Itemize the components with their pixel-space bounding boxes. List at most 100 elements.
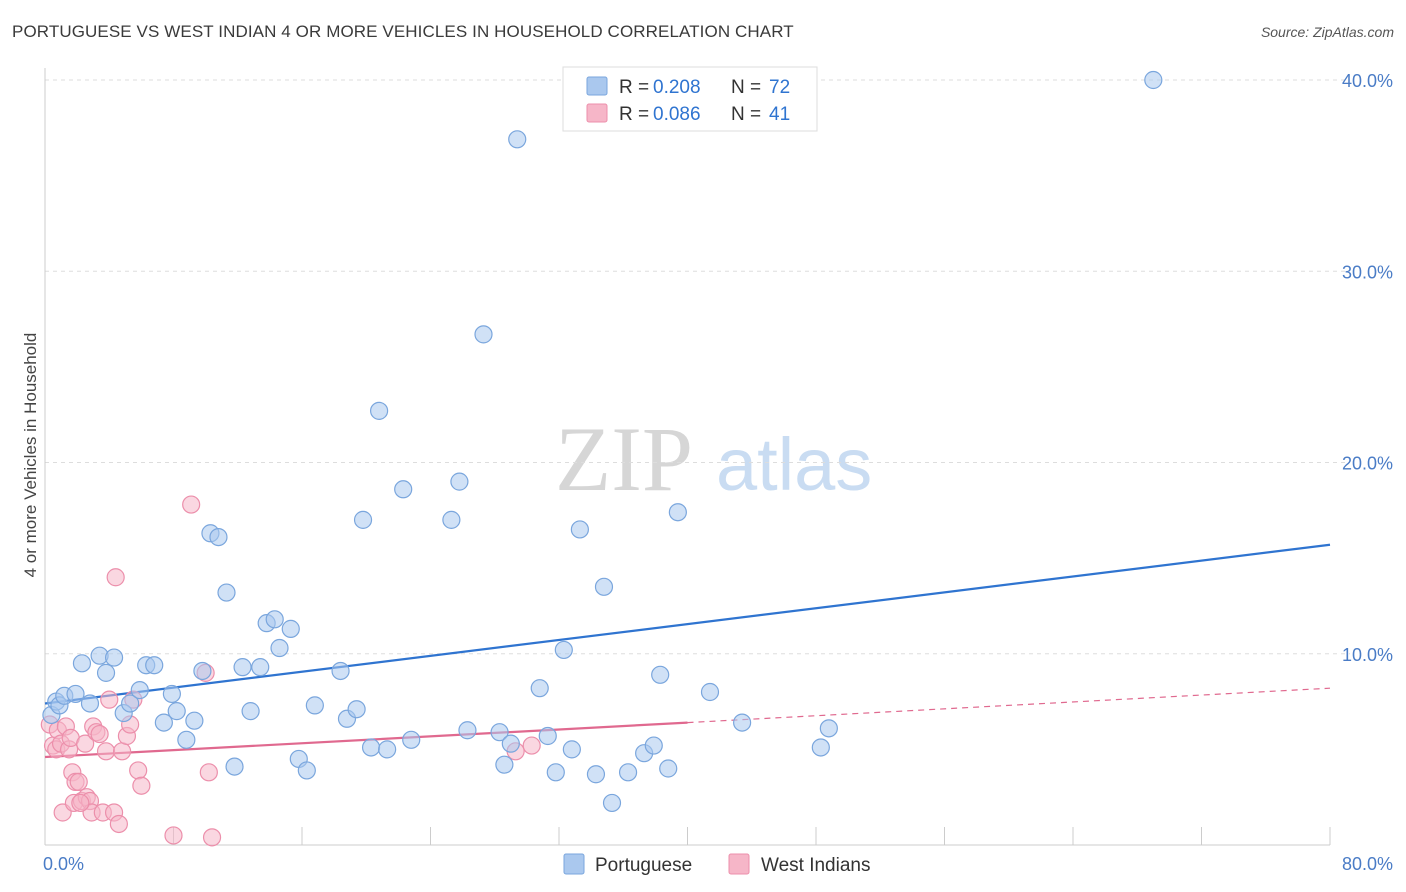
- point-portuguese: [233, 658, 252, 677]
- source-label: Source: ZipAtlas.com: [1260, 24, 1394, 40]
- legend-r-west-indians: 0.086: [653, 104, 701, 125]
- point-west-indians: [96, 742, 116, 761]
- point-portuguese: [586, 765, 606, 784]
- point-portuguese: [700, 682, 720, 702]
- point-portuguese: [130, 680, 149, 700]
- point-portuguese: [225, 757, 244, 776]
- point-portuguese: [361, 738, 381, 757]
- point-portuguese: [104, 648, 124, 667]
- point-portuguese: [442, 510, 461, 529]
- point-portuguese: [270, 638, 289, 658]
- point-west-indians: [129, 761, 148, 780]
- point-portuguese: [281, 619, 300, 638]
- point-west-indians: [182, 495, 201, 514]
- point-portuguese: [501, 734, 520, 753]
- legend-r-label: R =: [619, 77, 649, 98]
- point-portuguese: [644, 736, 663, 755]
- point-portuguese: [562, 740, 581, 759]
- point-portuguese: [370, 401, 389, 420]
- point-portuguese: [217, 583, 236, 602]
- point-portuguese: [66, 684, 85, 704]
- point-portuguese: [458, 721, 477, 740]
- point-portuguese: [121, 694, 140, 713]
- point-portuguese: [193, 661, 212, 681]
- point-portuguese: [733, 713, 752, 732]
- data-points: [40, 70, 1163, 847]
- point-portuguese: [251, 658, 270, 677]
- point-portuguese: [347, 700, 366, 719]
- point-portuguese: [162, 684, 181, 704]
- point-portuguese: [811, 738, 830, 757]
- point-west-indians: [199, 763, 218, 782]
- point-portuguese: [1144, 70, 1163, 90]
- legend-series: Portuguese West Indians: [563, 853, 870, 876]
- point-portuguese: [177, 730, 196, 749]
- point-west-indians: [132, 776, 151, 795]
- legend-swatch-portuguese: [586, 76, 608, 96]
- legend-bottom-swatch-portuguese: [563, 853, 585, 875]
- point-portuguese: [495, 755, 514, 774]
- legend-n-label: N =: [731, 77, 761, 98]
- legend-n-portuguese: 72: [769, 77, 790, 98]
- point-portuguese: [185, 711, 204, 730]
- point-portuguese: [668, 503, 687, 522]
- point-portuguese: [305, 696, 324, 715]
- x-tick-label: 80.0%: [1342, 854, 1393, 874]
- point-portuguese: [530, 679, 549, 698]
- point-portuguese: [490, 723, 509, 742]
- point-portuguese: [594, 577, 614, 596]
- point-west-indians: [71, 793, 90, 813]
- y-tick-label: 30.0%: [1342, 262, 1393, 282]
- legend-n-west-indians: 41: [769, 104, 790, 125]
- y-tick-label: 10.0%: [1342, 645, 1393, 665]
- point-portuguese: [265, 610, 284, 629]
- x-tick-label: 0.0%: [43, 854, 84, 874]
- trend-lines: [44, 543, 1331, 759]
- point-west-indians: [522, 736, 541, 755]
- point-portuguese: [450, 472, 469, 491]
- watermark-atlas: atlas: [716, 423, 872, 506]
- grid: [45, 79, 1350, 655]
- point-portuguese: [145, 656, 164, 675]
- legend-r-label: R =: [619, 104, 649, 125]
- legend-bottom-west-indians: West Indians: [761, 855, 870, 876]
- legend-stats: R = 0.208 N = 72 R = 0.086 N = 41: [562, 66, 818, 132]
- watermark-zip: ZIP: [555, 408, 693, 510]
- point-portuguese: [602, 793, 622, 813]
- point-portuguese: [659, 759, 678, 778]
- legend-bottom-portuguese: Portuguese: [595, 855, 692, 876]
- trend-line-portuguese: [44, 543, 1331, 705]
- point-portuguese: [554, 640, 573, 660]
- point-portuguese: [394, 480, 413, 499]
- legend-bottom-swatch-west-indians: [728, 853, 750, 875]
- point-portuguese: [167, 702, 186, 721]
- point-portuguese: [72, 654, 92, 673]
- y-axis-label: 4 or more Vehicles in Household: [21, 333, 40, 578]
- chart-title: PORTUGUESE VS WEST INDIAN 4 OR MORE VEHI…: [12, 22, 794, 41]
- trend-line-west-indians-extrapolated: [687, 687, 1331, 724]
- point-portuguese: [570, 520, 589, 539]
- point-portuguese: [241, 702, 260, 721]
- point-west-indians: [106, 568, 125, 587]
- point-west-indians: [69, 772, 88, 791]
- tick-labels: 10.0% 20.0% 30.0% 40.0% 0.0% 80.0%: [43, 71, 1393, 874]
- point-west-indians: [90, 724, 109, 744]
- point-west-indians: [164, 826, 183, 845]
- point-portuguese: [353, 510, 373, 529]
- point-portuguese: [618, 763, 638, 782]
- point-portuguese: [508, 130, 527, 149]
- point-west-indians: [202, 828, 222, 847]
- point-portuguese: [378, 740, 397, 759]
- legend-r-portuguese: 0.208: [653, 77, 701, 98]
- point-portuguese: [819, 719, 838, 738]
- point-portuguese: [474, 325, 493, 344]
- y-tick-label: 20.0%: [1342, 454, 1393, 474]
- point-west-indians: [112, 742, 132, 761]
- point-portuguese: [538, 726, 557, 746]
- point-west-indians: [109, 814, 128, 834]
- legend-n-label: N =: [731, 104, 761, 125]
- point-west-indians: [100, 690, 119, 709]
- point-portuguese: [651, 665, 670, 684]
- point-west-indians: [76, 734, 95, 753]
